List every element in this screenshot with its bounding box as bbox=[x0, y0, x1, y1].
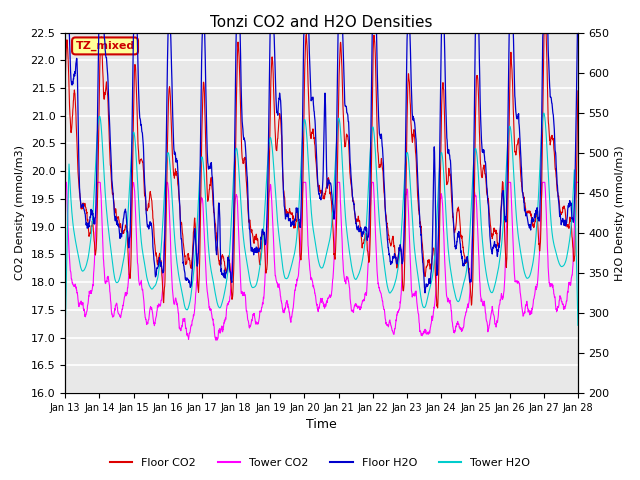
Y-axis label: H2O Density (mmol/m3): H2O Density (mmol/m3) bbox=[615, 145, 625, 281]
Legend: Floor CO2, Tower CO2, Floor H2O, Tower H2O: Floor CO2, Tower CO2, Floor H2O, Tower H… bbox=[105, 453, 535, 472]
Text: TZ_mixed: TZ_mixed bbox=[76, 41, 134, 51]
X-axis label: Time: Time bbox=[306, 419, 337, 432]
Y-axis label: CO2 Density (mmol/m3): CO2 Density (mmol/m3) bbox=[15, 145, 25, 280]
Title: Tonzi CO2 and H2O Densities: Tonzi CO2 and H2O Densities bbox=[211, 15, 433, 30]
